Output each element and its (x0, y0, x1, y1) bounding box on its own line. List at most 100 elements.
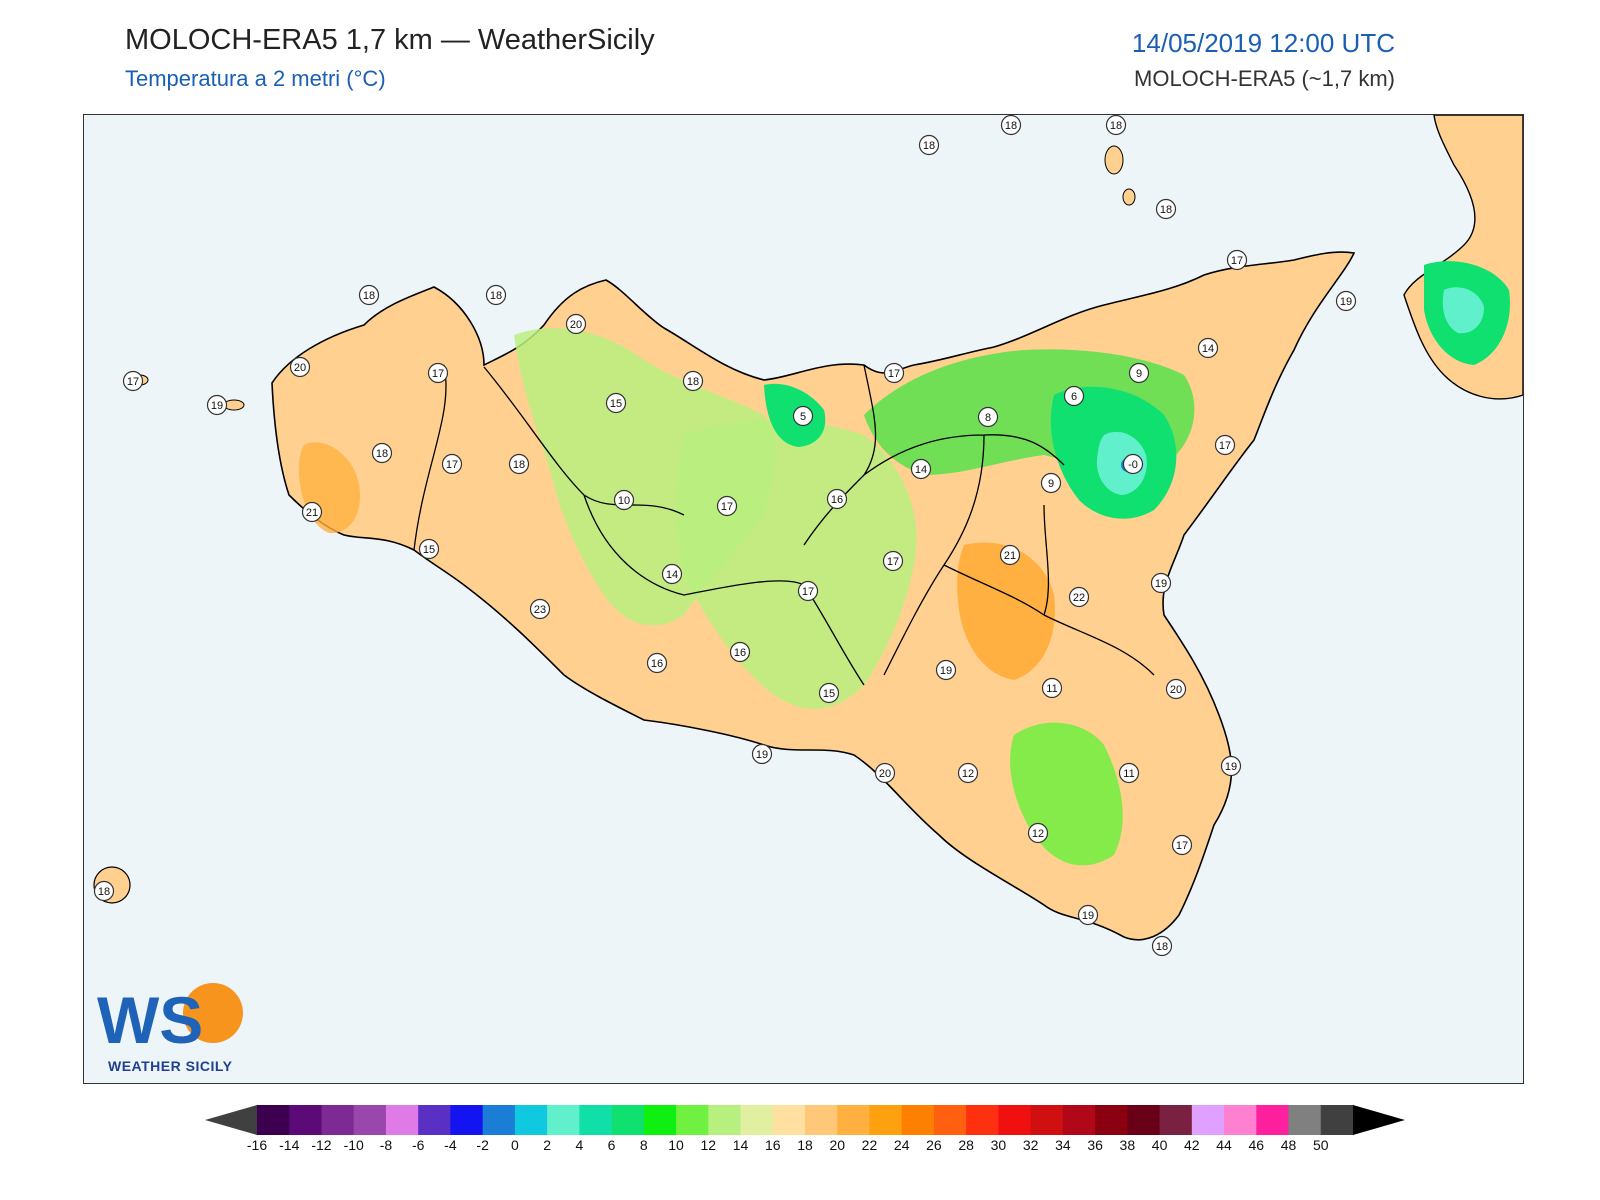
station-marker: 21 (301, 501, 323, 523)
station-circle (1105, 115, 1127, 136)
aeolian-island-1 (1104, 145, 1124, 175)
station-circle (682, 370, 704, 392)
colorbar-tick-label: 6 (607, 1137, 616, 1153)
colorbar-tick-label: 36 (1087, 1137, 1103, 1153)
colorbar-over-arrow (1353, 1105, 1405, 1135)
station-circle (93, 880, 115, 902)
station-label: 17 (1176, 840, 1188, 852)
station-marker: 15 (605, 392, 627, 414)
station-circle (716, 495, 738, 517)
colorbar-segment (611, 1105, 645, 1135)
station-label: 18 (923, 140, 935, 152)
colorbar-tick-label: 10 (668, 1137, 684, 1153)
station-marker: 18 (1000, 115, 1022, 136)
station-circle (1063, 385, 1085, 407)
colorbar-segment (385, 1105, 419, 1135)
station-label: 21 (1004, 550, 1016, 562)
colorbar-tick-label: -10 (343, 1137, 364, 1153)
station-marker: 12 (957, 762, 979, 784)
colorbar-segment (837, 1105, 870, 1135)
colorbar-segment (1159, 1105, 1193, 1135)
map-frame[interactable]: 18 18 18 18 17 19 17 19 18 18 20 20 17 18 15 17 14 9 6 8 5 17… (83, 114, 1524, 1084)
station-marker: 18 (918, 134, 940, 156)
station-circle (289, 356, 311, 378)
colorbar-segment (869, 1105, 903, 1135)
colorbar-tick-label: 38 (1119, 1137, 1136, 1153)
colorbar-segment (1288, 1105, 1322, 1135)
station-label: 14 (1202, 343, 1214, 355)
station-circle (957, 762, 979, 784)
station-circle (508, 453, 530, 475)
colorbar-segment (933, 1105, 967, 1135)
station-circle (1150, 572, 1172, 594)
station-circle (1118, 762, 1140, 784)
station-label: 12 (962, 768, 974, 780)
station-circle (1128, 362, 1150, 384)
station-label: 18 (490, 290, 502, 302)
station-circle (1171, 834, 1193, 856)
forecast-datetime: 14/05/2019 12:00 UTC (1131, 28, 1395, 58)
station-marker: 17 (883, 362, 905, 384)
colorbar-segment (482, 1105, 516, 1135)
station-marker: 18 (1105, 115, 1127, 136)
station-circle (529, 598, 551, 620)
station-circle (874, 762, 896, 784)
logo-name: WEATHER SICILY (108, 1058, 233, 1074)
station-circle (485, 284, 507, 306)
station-label: 15 (823, 688, 835, 700)
station-marker: 17 (797, 580, 819, 602)
station-marker: 16 (826, 488, 848, 510)
station-label: 14 (915, 464, 927, 476)
colorbar-tick-label: 50 (1312, 1137, 1329, 1153)
station-label: 18 (687, 376, 699, 388)
station-marker: 20 (289, 356, 311, 378)
station-marker: 23 (529, 598, 551, 620)
calabria-cyan (1442, 287, 1484, 334)
colorbar-segment (353, 1105, 387, 1135)
map-subtitle: Temperatura a 2 metri (°C) (125, 66, 386, 91)
station-label: 20 (294, 362, 306, 374)
station-marker: -0 (1122, 453, 1144, 475)
station-marker: 19 (1335, 290, 1357, 312)
colorbar-segment (1030, 1105, 1064, 1135)
colorbar-tick-label: 22 (861, 1137, 878, 1153)
colorbar-segment (1256, 1105, 1290, 1135)
colorbar-segment (998, 1105, 1032, 1135)
station-label: 22 (1073, 592, 1085, 604)
station-marker: 16 (646, 652, 668, 674)
station-label: 17 (721, 501, 733, 513)
station-marker: 17 (1226, 249, 1248, 271)
station-label: 17 (887, 556, 899, 568)
colorbar-segment (708, 1105, 742, 1135)
station-circle (661, 563, 683, 585)
station-circle (301, 501, 323, 523)
station-marker: 12 (1027, 822, 1049, 844)
colorbar-tick-label: 44 (1216, 1137, 1232, 1153)
station-marker: 17 (716, 495, 738, 517)
colorbar-segment (1191, 1105, 1225, 1135)
station-circle (427, 362, 449, 384)
station-marker: 10 (613, 489, 635, 511)
station-marker: 17 (441, 453, 463, 475)
colorbar-tick-label: 42 (1184, 1137, 1200, 1153)
colorbar-segment (643, 1105, 677, 1135)
colorbar-segment (676, 1105, 709, 1135)
station-circle (1040, 472, 1062, 494)
station-label: 19 (1155, 578, 1167, 590)
station-label: 17 (1219, 440, 1231, 452)
colorbar-tick-label: -12 (311, 1137, 332, 1153)
station-circle (999, 544, 1021, 566)
station-label: 18 (513, 459, 525, 471)
green-band-central (676, 420, 917, 709)
station-circle (418, 538, 440, 560)
colorbar-tick-label: 14 (732, 1137, 749, 1153)
station-label: 18 (1005, 120, 1017, 132)
colorbar-tick-label: 24 (893, 1137, 910, 1153)
colorbar-segment (901, 1105, 935, 1135)
station-circle (918, 134, 940, 156)
station-marker: 21 (999, 544, 1021, 566)
station-circle (751, 743, 773, 765)
station-label: 17 (446, 459, 458, 471)
station-marker: 11 (1041, 677, 1063, 699)
colorbar-segment (772, 1105, 806, 1135)
